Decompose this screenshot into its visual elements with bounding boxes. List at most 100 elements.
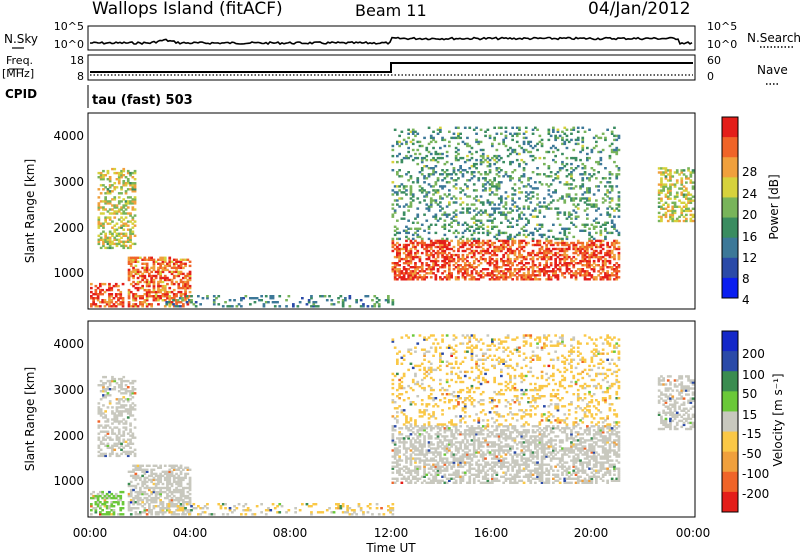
heatmap-cell <box>359 299 363 302</box>
heatmap-cell <box>400 437 404 440</box>
heatmap-cell <box>117 210 121 213</box>
heatmap-cell <box>457 142 460 146</box>
heatmap-cell <box>120 404 123 407</box>
heatmap-cell <box>682 215 686 219</box>
heatmap-cell <box>99 507 102 510</box>
heatmap-cell <box>186 278 190 282</box>
heatmap-cell <box>402 156 406 160</box>
heatmap-cell <box>143 492 147 496</box>
heatmap-cell <box>586 217 589 220</box>
heatmap-cell <box>402 262 406 265</box>
heatmap-cell <box>468 243 472 247</box>
heatmap-cell <box>583 251 587 255</box>
heatmap-cell <box>509 276 512 279</box>
heatmap-cell <box>475 227 478 230</box>
heatmap-cell <box>177 488 181 492</box>
heatmap-cell <box>669 171 672 174</box>
heatmap-cell <box>610 255 614 259</box>
heatmap-cell <box>540 257 544 261</box>
heatmap-cell <box>522 185 526 188</box>
heatmap-cell <box>393 128 397 131</box>
heatmap-cell <box>184 474 187 478</box>
heatmap-cell <box>475 278 478 281</box>
heatmap-cell <box>117 400 121 403</box>
heatmap-cell <box>457 134 460 138</box>
heatmap-cell <box>255 297 259 300</box>
heatmap-cell <box>475 207 478 210</box>
heatmap-cell <box>547 185 551 188</box>
heatmap-cell <box>197 513 200 516</box>
heatmap-cell <box>518 132 521 135</box>
heatmap-cell <box>423 241 426 245</box>
heatmap-cell <box>384 299 388 302</box>
power-panel: 4000 3000 2000 1000 Slant Range [km] <box>23 112 696 310</box>
heatmap-cell <box>579 245 582 249</box>
heatmap-cell <box>599 278 603 281</box>
heatmap-cell <box>111 428 114 431</box>
heatmap-cell <box>599 233 603 237</box>
heatmap-cell <box>172 258 176 261</box>
heatmap-cell <box>111 198 114 201</box>
heatmap-cell <box>590 150 594 154</box>
heatmap-cell <box>436 241 440 245</box>
heatmap-cell <box>314 305 318 308</box>
heatmap-cell <box>398 455 401 458</box>
heatmap-cell <box>131 450 135 454</box>
heatmap-cell <box>445 243 449 247</box>
heatmap-cell <box>457 268 460 271</box>
heatmap-cell <box>129 274 133 278</box>
heatmap-cell <box>186 472 190 476</box>
heatmap-cell <box>522 229 526 232</box>
heatmap-cell <box>99 501 102 504</box>
heatmap-cell <box>120 398 123 401</box>
heatmap-cell <box>534 253 537 257</box>
heatmap-cell <box>129 450 132 454</box>
heatmap-cell <box>398 134 401 138</box>
heatmap-cell <box>604 264 607 267</box>
heatmap-cell <box>170 492 174 496</box>
heatmap-cell <box>416 429 420 432</box>
heatmap-cell <box>172 464 176 467</box>
heatmap-cell <box>264 295 268 298</box>
heatmap-cell <box>604 193 607 196</box>
heatmap-cell <box>488 179 492 182</box>
heatmap-cell <box>563 255 567 259</box>
heatmap-cell <box>178 509 182 512</box>
heatmap-cell <box>172 297 176 300</box>
heatmap-cell <box>475 213 478 216</box>
heatmap-cell <box>466 207 469 210</box>
heatmap-cell <box>262 303 266 306</box>
heatmap-cell <box>182 282 185 286</box>
heatmap-cell <box>454 469 458 472</box>
heatmap-cell <box>479 221 483 224</box>
heatmap-cell <box>141 286 144 290</box>
heatmap-cell <box>115 420 119 423</box>
heatmap-cell <box>484 241 487 245</box>
heatmap-cell <box>235 305 239 308</box>
heatmap-cell <box>549 276 553 279</box>
heatmap-cell <box>117 501 120 504</box>
heatmap-cell <box>163 472 167 476</box>
heatmap-cell <box>466 272 469 275</box>
heatmap-cell <box>108 184 112 187</box>
heatmap-cell <box>664 207 668 210</box>
heatmap-cell <box>414 245 417 249</box>
heatmap-cell <box>615 274 619 277</box>
heatmap-cell <box>398 463 401 466</box>
heatmap-cell <box>113 206 117 209</box>
heatmap-cell <box>418 185 422 188</box>
heatmap-cell <box>664 177 668 180</box>
heatmap-cell <box>443 439 447 442</box>
heatmap-cell <box>108 212 112 215</box>
heatmap-cell <box>185 503 189 506</box>
heatmap-cell <box>461 441 465 444</box>
heatmap-cell <box>567 243 571 247</box>
heatmap-cell <box>497 272 501 275</box>
heatmap-cell <box>99 452 103 456</box>
heatmap-cell <box>133 224 137 227</box>
heatmap-cell <box>416 132 420 135</box>
heatmap-cell <box>463 243 467 247</box>
heatmap-cell <box>606 128 609 131</box>
heatmap-cell <box>393 272 397 275</box>
heatmap-cell <box>443 266 447 269</box>
